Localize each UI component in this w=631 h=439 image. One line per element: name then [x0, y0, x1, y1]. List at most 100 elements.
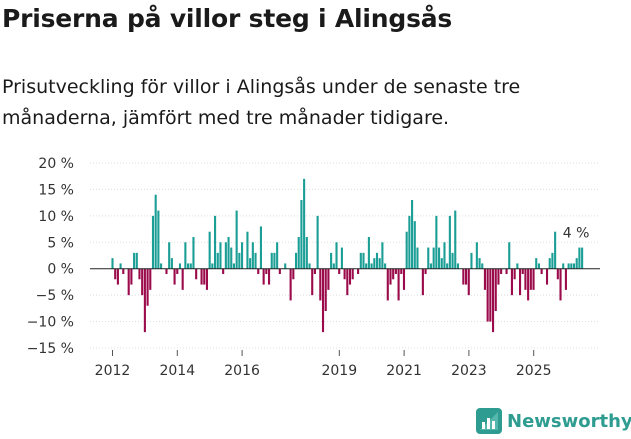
- data-bar: [219, 242, 222, 269]
- data-bar: [567, 263, 570, 269]
- data-bar: [384, 263, 387, 269]
- data-bar: [154, 194, 157, 269]
- data-bar: [116, 268, 119, 285]
- data-bar: [127, 268, 130, 296]
- data-bar: [308, 263, 311, 269]
- data-bar: [402, 268, 406, 290]
- data-bar: [257, 268, 260, 274]
- data-bar: [187, 263, 190, 269]
- data-bar: [537, 263, 540, 269]
- data-bar: [227, 237, 230, 269]
- data-bar: [378, 258, 381, 269]
- data-bar: [375, 252, 379, 269]
- data-bar: [146, 268, 149, 306]
- data-bar: [327, 268, 330, 290]
- data-bar: [208, 231, 211, 269]
- data-bar: [416, 247, 419, 269]
- data-bar: [278, 268, 281, 274]
- x-tick-label: 2025: [516, 363, 552, 379]
- data-bar: [483, 268, 487, 290]
- data-bar: [205, 268, 209, 290]
- data-bar: [214, 215, 217, 269]
- data-bar: [276, 242, 279, 269]
- data-bar: [284, 263, 287, 269]
- data-bar: [270, 252, 273, 269]
- x-tick-label: 2012: [95, 363, 131, 379]
- y-tick-label: −10 %: [27, 315, 74, 331]
- data-bar: [362, 252, 365, 269]
- data-bar: [267, 268, 271, 285]
- data-bar: [394, 268, 397, 274]
- data-bar: [340, 247, 343, 269]
- data-bar: [564, 268, 567, 290]
- data-bar: [556, 268, 559, 280]
- data-bar: [151, 215, 155, 269]
- chart-title: Priserna på villor steg i Alingsås: [2, 4, 453, 33]
- x-tick-label: 2023: [451, 363, 487, 379]
- data-bar: [289, 268, 292, 301]
- data-bar: [529, 268, 532, 290]
- data-bar: [351, 268, 354, 280]
- data-bar: [305, 237, 308, 269]
- data-bar: [527, 268, 530, 301]
- data-bar: [297, 237, 300, 269]
- bar-chart: 20 % 15 % 10 % 5 % 0 % −5 % −10 % −15 % 2012 201…: [27, 156, 600, 379]
- data-bar: [141, 268, 144, 296]
- data-bar: [478, 258, 481, 269]
- data-bar: [138, 268, 141, 280]
- data-bar: [521, 268, 524, 274]
- data-bar: [200, 268, 203, 285]
- data-bar: [411, 200, 414, 269]
- data-bar: [470, 252, 473, 269]
- y-tick-label: 5 %: [47, 235, 74, 251]
- y-tick-label: 10 %: [38, 209, 74, 225]
- data-bar: [251, 242, 254, 269]
- data-bar: [254, 252, 257, 269]
- data-bar: [170, 258, 173, 269]
- data-bar: [238, 252, 241, 269]
- data-bar: [313, 268, 316, 274]
- data-bar: [451, 252, 454, 269]
- data-bar: [513, 268, 516, 280]
- data-bar: [321, 268, 325, 333]
- data-bar: [367, 237, 370, 269]
- data-bar: [405, 231, 408, 269]
- data-bar: [475, 242, 478, 269]
- data-bar: [330, 252, 333, 269]
- data-bar: [392, 268, 395, 280]
- data-bar: [575, 258, 578, 269]
- data-bar: [316, 215, 319, 269]
- data-bar: [456, 263, 460, 269]
- data-bar: [562, 263, 565, 269]
- data-bar: [535, 258, 538, 269]
- data-bar: [319, 268, 322, 301]
- x-tick-label: 2014: [159, 363, 195, 379]
- data-bar: [133, 252, 136, 269]
- data-bar: [548, 258, 551, 269]
- data-bar: [532, 268, 535, 290]
- data-bar: [216, 252, 219, 269]
- data-bar: [432, 247, 435, 269]
- data-bar: [122, 268, 125, 274]
- data-bar: [173, 268, 176, 285]
- data-bar: [524, 268, 527, 290]
- data-bar: [211, 263, 214, 269]
- data-bar: [246, 231, 249, 269]
- data-bar: [440, 258, 443, 269]
- data-bar: [386, 268, 389, 301]
- data-bar: [429, 263, 433, 269]
- last-value-label: 4 %: [563, 226, 590, 242]
- data-bar: [111, 258, 114, 269]
- data-bar: [165, 268, 168, 274]
- data-bar: [373, 258, 376, 269]
- data-bar: [497, 268, 500, 285]
- data-bar: [143, 268, 146, 333]
- data-bar: [554, 231, 557, 269]
- data-bar: [467, 268, 470, 296]
- data-bar: [518, 268, 522, 296]
- data-bar: [578, 247, 581, 269]
- data-bar: [157, 210, 160, 269]
- data-bar: [338, 268, 341, 274]
- data-bar: [389, 268, 392, 285]
- data-bar: [300, 200, 303, 269]
